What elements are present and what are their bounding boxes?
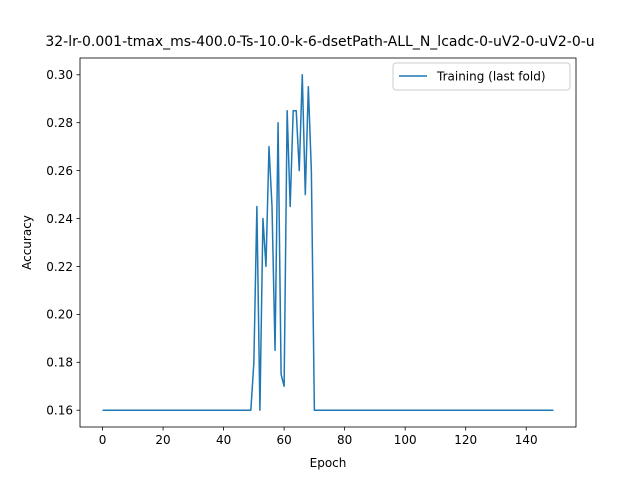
x-tick-label: 40 bbox=[216, 433, 231, 447]
legend-box bbox=[392, 62, 571, 91]
plot-frame bbox=[79, 57, 577, 428]
y-tick-label: 0.16 bbox=[46, 404, 73, 418]
y-axis-label: Accuracy bbox=[20, 215, 34, 270]
x-tick-label: 120 bbox=[454, 433, 477, 447]
x-tick-label: 80 bbox=[337, 433, 352, 447]
x-tick-label: 60 bbox=[276, 433, 291, 447]
x-tick-label: 20 bbox=[155, 433, 170, 447]
y-tick-label: 0.28 bbox=[46, 116, 73, 130]
x-tick-label: 140 bbox=[515, 433, 538, 447]
y-tick-label: 0.30 bbox=[46, 68, 73, 82]
legend-label: Training (last fold) bbox=[436, 70, 546, 84]
x-axis-label: Epoch bbox=[310, 456, 347, 470]
x-tick-label: 100 bbox=[394, 433, 417, 447]
y-tick-label: 0.18 bbox=[46, 356, 73, 370]
y-tick-label: 0.24 bbox=[46, 212, 73, 226]
y-tick-label: 0.22 bbox=[46, 260, 73, 274]
y-tick-label: 0.26 bbox=[46, 164, 73, 178]
chart-legend: Training (last fold) bbox=[392, 62, 571, 91]
chart-title: 32-lr-0.001-tmax_ms-400.0-Ts-10.0-k-6-ds… bbox=[45, 34, 594, 50]
y-tick-label: 0.20 bbox=[46, 308, 73, 322]
x-tick-label: 0 bbox=[99, 433, 107, 447]
series-line-0 bbox=[102, 74, 554, 411]
